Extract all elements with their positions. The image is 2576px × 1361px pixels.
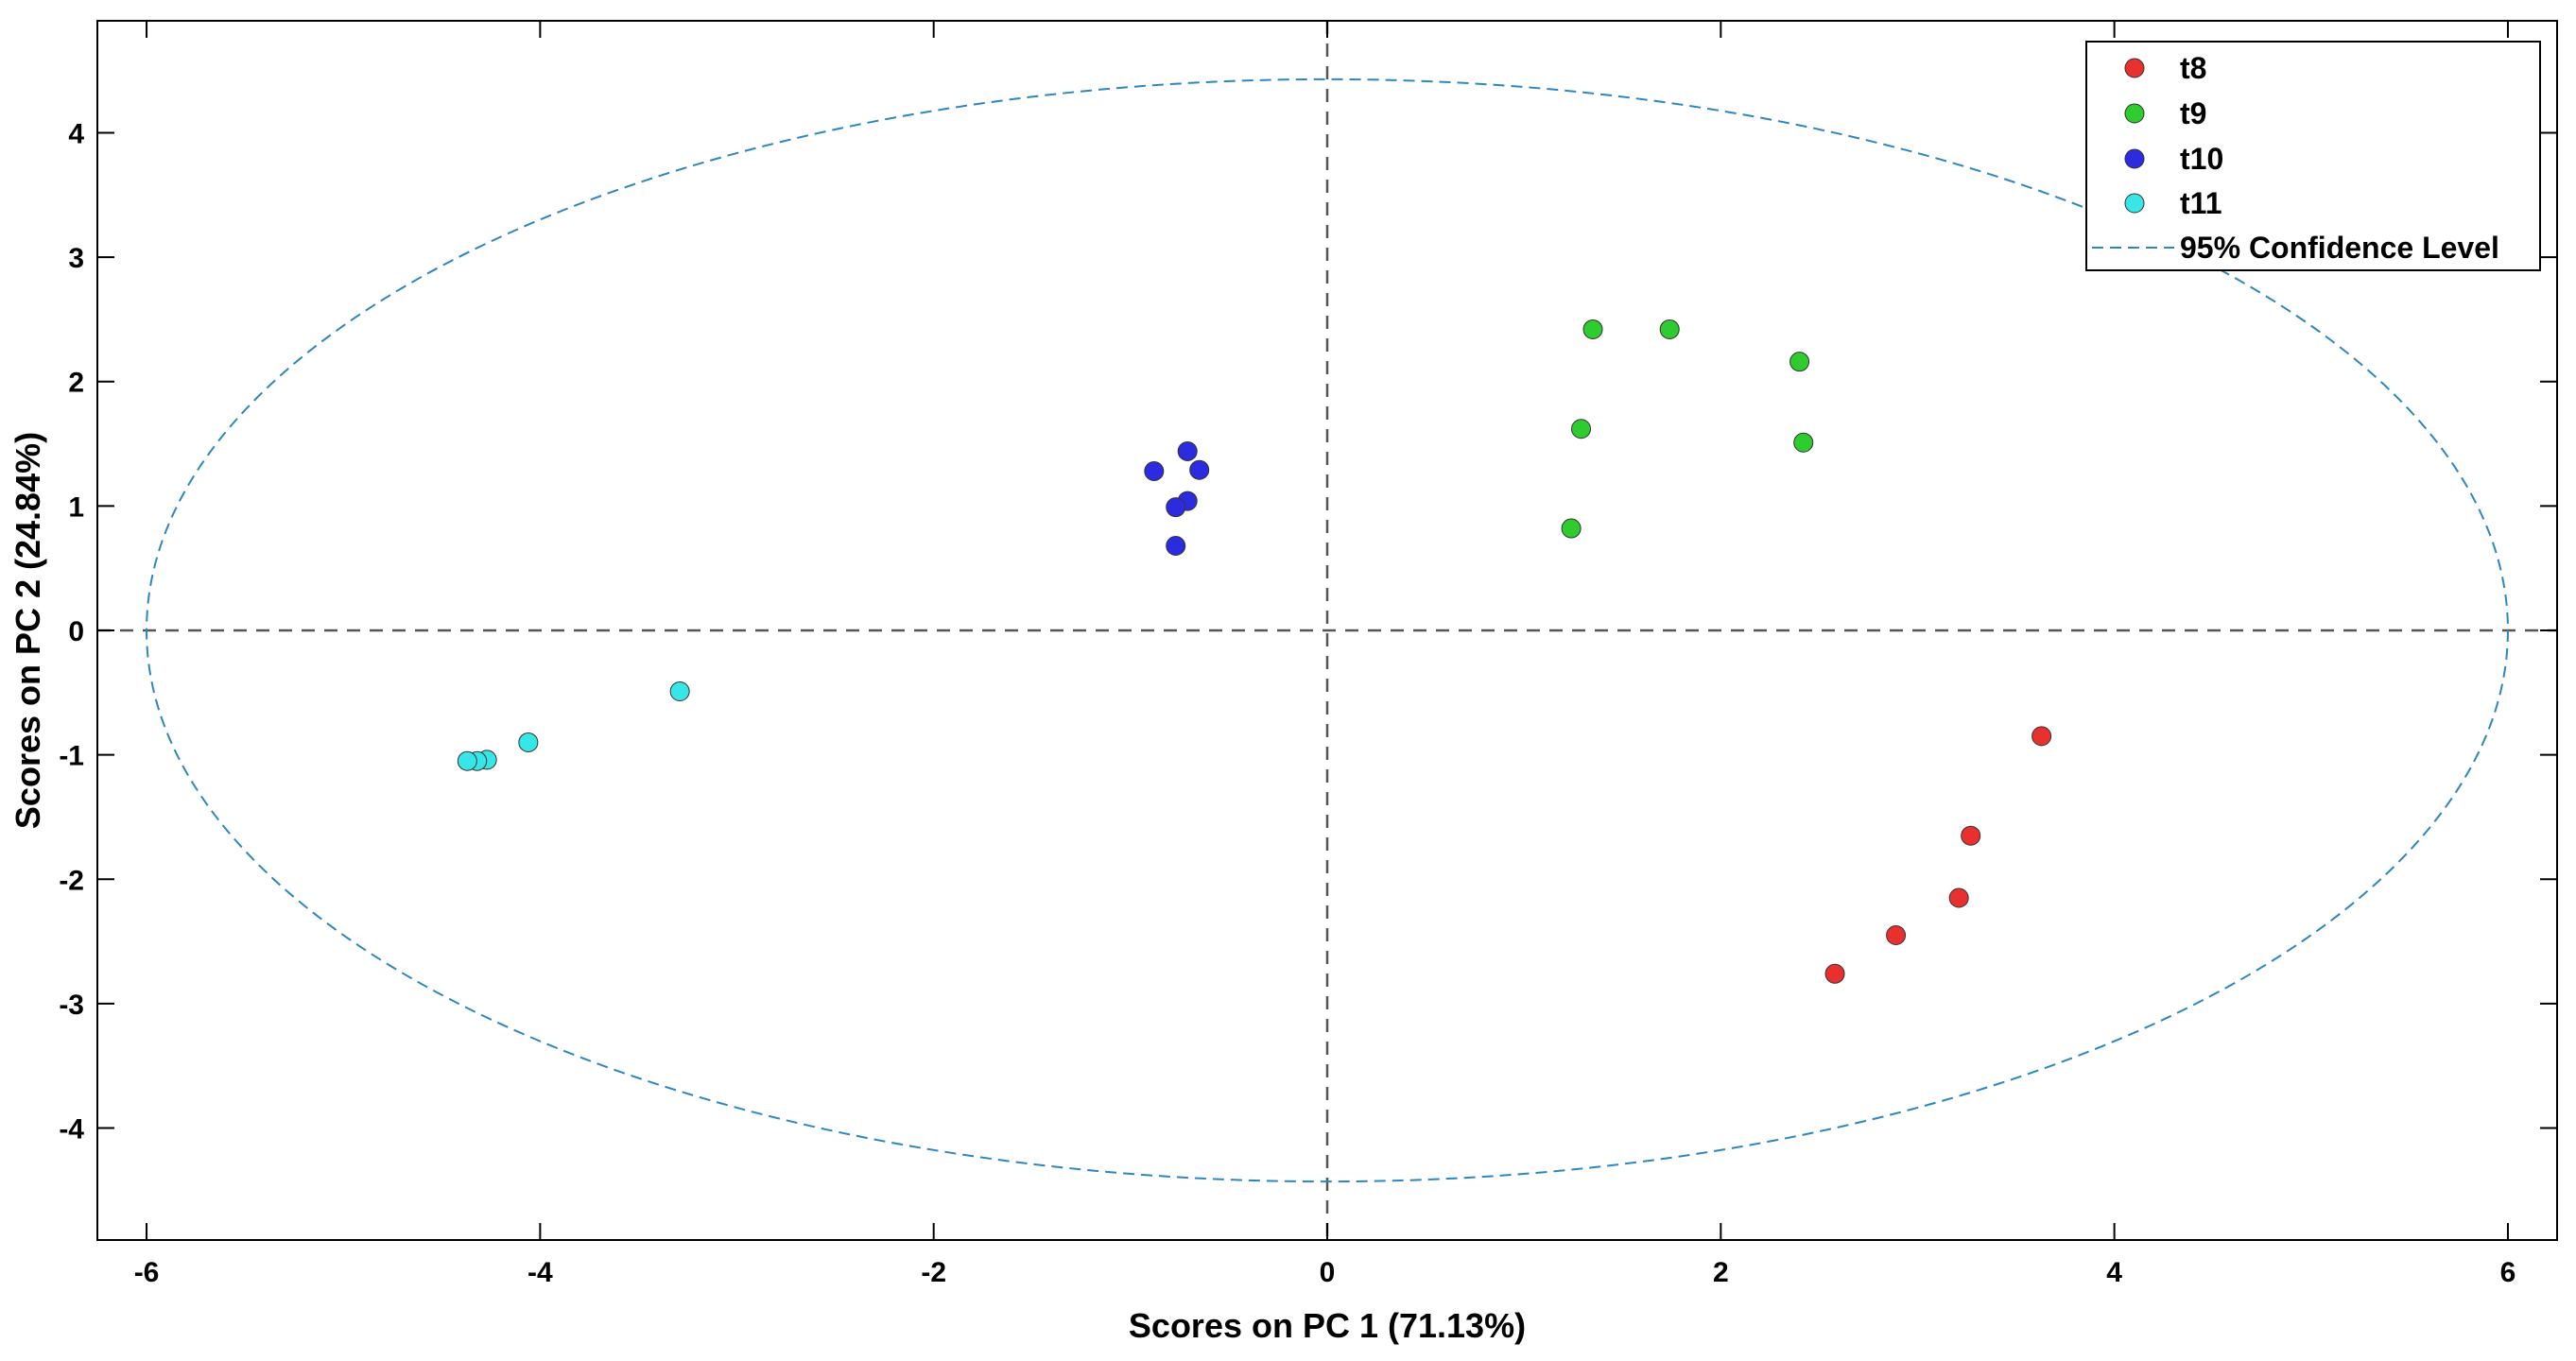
data-point-t9 [1582,319,1603,339]
data-point-t9 [1659,319,1680,339]
y-tick-label: 4 [68,118,84,149]
legend-label-t8: t8 [2180,51,2206,85]
data-point-t8 [1961,825,1981,846]
data-point-t11 [518,732,539,752]
y-tick-label: 1 [68,491,84,523]
y-tick-label: -4 [59,1114,84,1146]
y-tick-label: 3 [68,243,84,274]
legend-label-t11: t11 [2180,186,2222,220]
data-point-t8 [1824,963,1845,984]
y-tick-label: -1 [59,741,84,772]
data-point-t8 [1886,925,1907,945]
legend-label-t10: t10 [2180,142,2223,176]
legend: t8 t9 t10 t11 95% Confidence Level [2085,41,2541,271]
x-tick-label: 6 [2500,1257,2516,1288]
data-point-t8 [2031,726,2052,747]
legend-box [2085,41,2541,271]
x-tick-label: 2 [1713,1257,1729,1288]
legend-label-confidence: 95% Confidence Level [2180,231,2499,265]
data-point-t8 [1948,887,1969,908]
x-tick-label: -2 [921,1257,946,1288]
y-tick-label: 2 [68,368,84,399]
data-point-t9 [1561,518,1582,539]
data-point-t10 [1189,459,1210,480]
data-point-t9 [1789,352,1810,372]
x-tick-label: -4 [527,1257,553,1288]
confidence-ellipse [146,78,2509,1183]
data-point-t10 [1177,440,1198,461]
legend-marker-t8 [2124,58,2145,78]
data-point-t10 [1166,535,1186,556]
data-point-t9 [1571,419,1592,439]
y-tick-label: 0 [68,616,84,647]
x-axis-label: Scores on PC 1 (71.13%) [1129,1306,1526,1345]
y-axis-label: Scores on PC 2 (24.84%) [9,432,47,829]
legend-label-t9: t9 [2180,96,2206,130]
data-point-t10 [1166,497,1186,518]
y-tick-label: -3 [59,990,84,1021]
legend-marker-t11 [2124,193,2145,214]
y-tick-label: -2 [59,865,84,896]
data-point-t9 [1793,432,1814,453]
x-tick-label: -6 [134,1257,160,1288]
x-tick-label: 4 [2106,1257,2122,1288]
data-point-t11 [457,750,477,771]
x-tick-label: 0 [1320,1257,1336,1288]
legend-marker-t9 [2124,103,2145,124]
data-point-t10 [1144,461,1165,482]
legend-marker-t10 [2124,148,2145,169]
data-point-t11 [669,681,690,701]
